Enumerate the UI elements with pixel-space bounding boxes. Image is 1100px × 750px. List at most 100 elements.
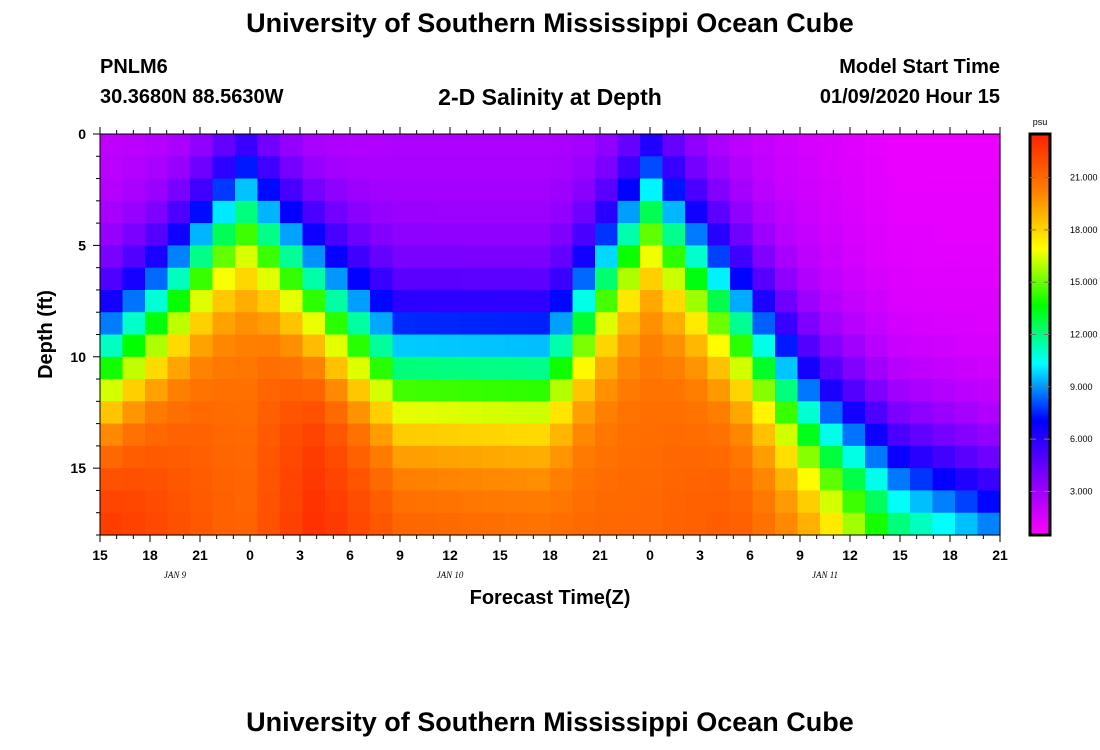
heatmap-cell <box>302 401 326 425</box>
heatmap-cell <box>865 156 889 180</box>
heatmap-cell <box>910 401 934 425</box>
heatmap-cell <box>212 423 236 447</box>
heatmap-cell <box>392 245 416 269</box>
heatmap-cell <box>100 178 124 202</box>
heatmap-cell <box>820 401 844 425</box>
heatmap-cell <box>212 490 236 514</box>
heatmap-cell <box>167 423 191 447</box>
heatmap-cell <box>820 512 844 536</box>
heatmap-cell <box>910 156 934 180</box>
heatmap-cell <box>190 200 214 224</box>
heatmap-cell <box>977 423 1001 447</box>
heatmap-cell <box>190 312 214 336</box>
heatmap-cell <box>707 312 731 336</box>
heatmap-cell <box>955 245 979 269</box>
heatmap-cell <box>662 223 686 246</box>
heatmap-cell <box>865 356 889 380</box>
heatmap-cell <box>595 178 619 202</box>
heatmap-cell <box>640 200 664 224</box>
heatmap-cell <box>685 379 709 402</box>
heatmap-cell <box>505 289 529 313</box>
heatmap-cell <box>482 356 506 380</box>
heatmap-cell <box>460 334 484 358</box>
heatmap-cell <box>325 245 349 269</box>
heatmap-cell <box>235 468 259 492</box>
heatmap-cell <box>280 245 304 269</box>
heatmap-cell <box>572 445 596 469</box>
heatmap-cell <box>550 379 574 402</box>
heatmap-cell <box>505 512 529 536</box>
heatmap-cell <box>572 245 596 269</box>
heatmap-cell <box>572 289 596 313</box>
heatmap-cell <box>325 423 349 447</box>
heatmap-cell <box>347 512 371 536</box>
heatmap-cell <box>145 512 169 536</box>
heatmap-cell <box>235 200 259 224</box>
heatmap-cell <box>167 356 191 380</box>
colorbar-tick-label: 21.000 <box>1070 173 1098 183</box>
heatmap-cell <box>527 423 551 447</box>
heatmap-cell <box>640 401 664 425</box>
heatmap-cell <box>302 312 326 336</box>
heatmap-cell <box>775 312 799 336</box>
heatmap-cell <box>595 423 619 447</box>
heatmap-cell <box>797 267 821 291</box>
heatmap-cell <box>100 289 124 313</box>
heatmap-cell <box>730 134 754 157</box>
model-start-value: 01/09/2020 Hour 15 <box>819 86 1000 108</box>
heatmap-cell <box>572 490 596 514</box>
heatmap-cell <box>505 490 529 514</box>
heatmap-cell <box>550 223 574 246</box>
heatmap-cell <box>347 468 371 492</box>
heatmap-cell <box>122 512 146 536</box>
heatmap-cell <box>212 289 236 313</box>
heatmap-cell <box>392 468 416 492</box>
heatmap-cell <box>685 178 709 202</box>
heatmap-cell <box>235 245 259 269</box>
heatmap-cell <box>347 423 371 447</box>
heatmap-cell <box>595 401 619 425</box>
heatmap-cell <box>212 468 236 492</box>
heatmap-cell <box>460 178 484 202</box>
heatmap-cell <box>572 401 596 425</box>
heatmap-cell <box>662 267 686 291</box>
heatmap-cell <box>842 178 866 202</box>
heatmap-cell <box>100 156 124 180</box>
heatmap-cell <box>730 200 754 224</box>
heatmap-cell <box>257 289 281 313</box>
x-tick-label: 18 <box>142 547 158 563</box>
heatmap-cell <box>257 512 281 536</box>
heatmap-cell <box>977 468 1001 492</box>
heatmap-cell <box>820 490 844 514</box>
heatmap-cell <box>730 468 754 492</box>
heatmap-cell <box>640 490 664 514</box>
y-tick-label: 0 <box>78 126 86 142</box>
heatmap-cell <box>122 245 146 269</box>
heatmap-cell <box>505 356 529 380</box>
heatmap-cell <box>797 200 821 224</box>
heatmap-cell <box>910 134 934 157</box>
heatmap-cell <box>820 245 844 269</box>
heatmap-cell <box>617 334 641 358</box>
date-labels: JAN 9 JAN 10 JAN 11 <box>164 570 838 580</box>
y-axis-title: Depth (ft) <box>35 290 57 379</box>
heatmap-cell <box>235 401 259 425</box>
heatmap-cell <box>527 334 551 358</box>
heatmap-cell <box>865 312 889 336</box>
heatmap-cell <box>437 490 461 514</box>
heatmap-cell <box>842 200 866 224</box>
heatmap-cell <box>212 267 236 291</box>
colorbar-tick-label: 15.000 <box>1070 277 1098 287</box>
heatmap-cell <box>460 512 484 536</box>
heatmap-cell <box>100 423 124 447</box>
heatmap-cell <box>167 178 191 202</box>
date-label: JAN 10 <box>437 570 464 580</box>
heatmap-cell <box>100 312 124 336</box>
heatmap-cell <box>820 379 844 402</box>
heatmap-cell <box>820 445 844 469</box>
heatmap-cell <box>775 245 799 269</box>
heatmap-cell <box>482 245 506 269</box>
heatmap-cell <box>685 512 709 536</box>
x-tick-label: 18 <box>942 547 958 563</box>
heatmap-cell <box>257 468 281 492</box>
